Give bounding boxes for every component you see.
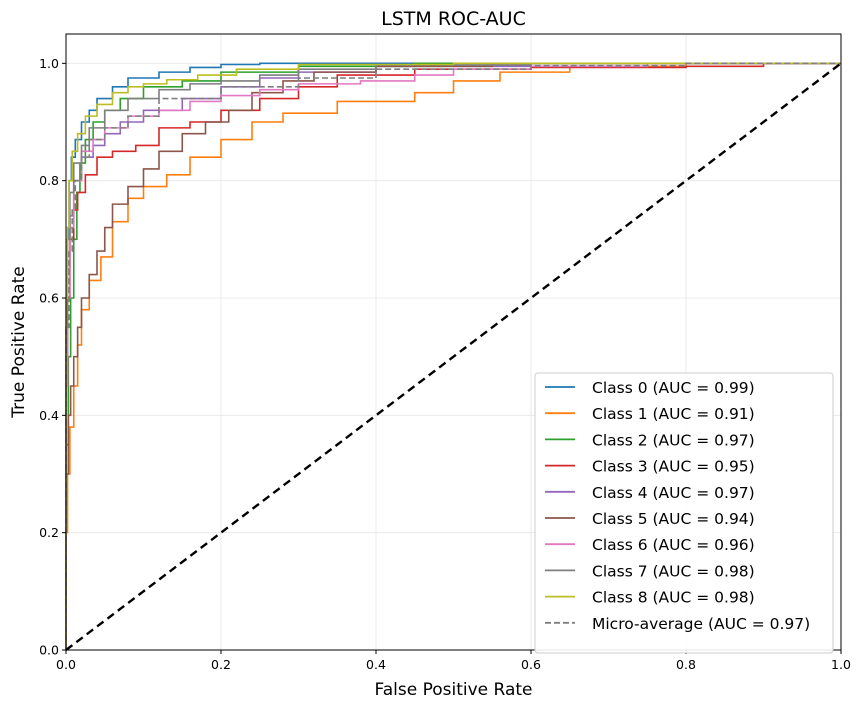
x-tick-label: 0.2: [211, 657, 231, 672]
series-line-2: [65, 62, 841, 650]
tick-layer: 0.0 0.2 0.4 0.6 0.8 1.0 0.0 0.2 0.4 0.6 0.8 1.0: [39, 56, 851, 672]
grid-lines: [65, 34, 842, 651]
series-line-6: [65, 62, 841, 650]
x-tick-label: 1.0: [831, 657, 851, 672]
legend-label-6: Class 6 (AUC = 0.96): [592, 536, 755, 554]
chart-title: LSTM ROC-AUC: [381, 8, 526, 30]
series-line-5: [65, 62, 841, 650]
y-tick-label: 0.0: [39, 643, 59, 658]
x-tick-label: 0.0: [56, 657, 76, 672]
series-line-8: [65, 62, 841, 650]
plot-frame: [65, 33, 842, 651]
y-tick-label: 0.4: [39, 408, 59, 423]
series-line-9: [65, 62, 841, 650]
legend-label-9: Micro-average (AUC = 0.97): [592, 615, 810, 633]
y-tick-label: 0.6: [39, 291, 59, 306]
legend-label-7: Class 7 (AUC = 0.98): [592, 562, 755, 580]
x-tick-label: 0.8: [676, 657, 696, 672]
legend-label-3: Class 3 (AUC = 0.95): [592, 458, 755, 476]
legend-label-8: Class 8 (AUC = 0.98): [592, 589, 755, 607]
legend-label-0: Class 0 (AUC = 0.99): [592, 379, 755, 397]
legend-label-1: Class 1 (AUC = 0.91): [592, 405, 755, 423]
legend: Class 0 (AUC = 0.99) Class 1 (AUC = 0.91)…: [534, 372, 834, 654]
y-tick-label: 1.0: [39, 56, 59, 71]
x-tick-label: 0.4: [366, 657, 386, 672]
series-line-1: [65, 62, 841, 650]
x-axis-label: False Positive Rate: [375, 680, 533, 700]
legend-label-5: Class 5 (AUC = 0.94): [592, 510, 755, 528]
y-tick-label: 0.2: [39, 525, 59, 540]
legend-box: [534, 372, 834, 654]
random-classifier-line: [65, 62, 842, 651]
legend-label-2: Class 2 (AUC = 0.97): [592, 431, 755, 449]
legend-label-4: Class 4 (AUC = 0.97): [592, 484, 755, 502]
x-tick-label: 0.6: [521, 657, 541, 672]
y-axis-label: True Positive Rate: [9, 266, 29, 418]
series-layer: [65, 62, 842, 651]
y-tick-label: 0.8: [39, 173, 59, 188]
